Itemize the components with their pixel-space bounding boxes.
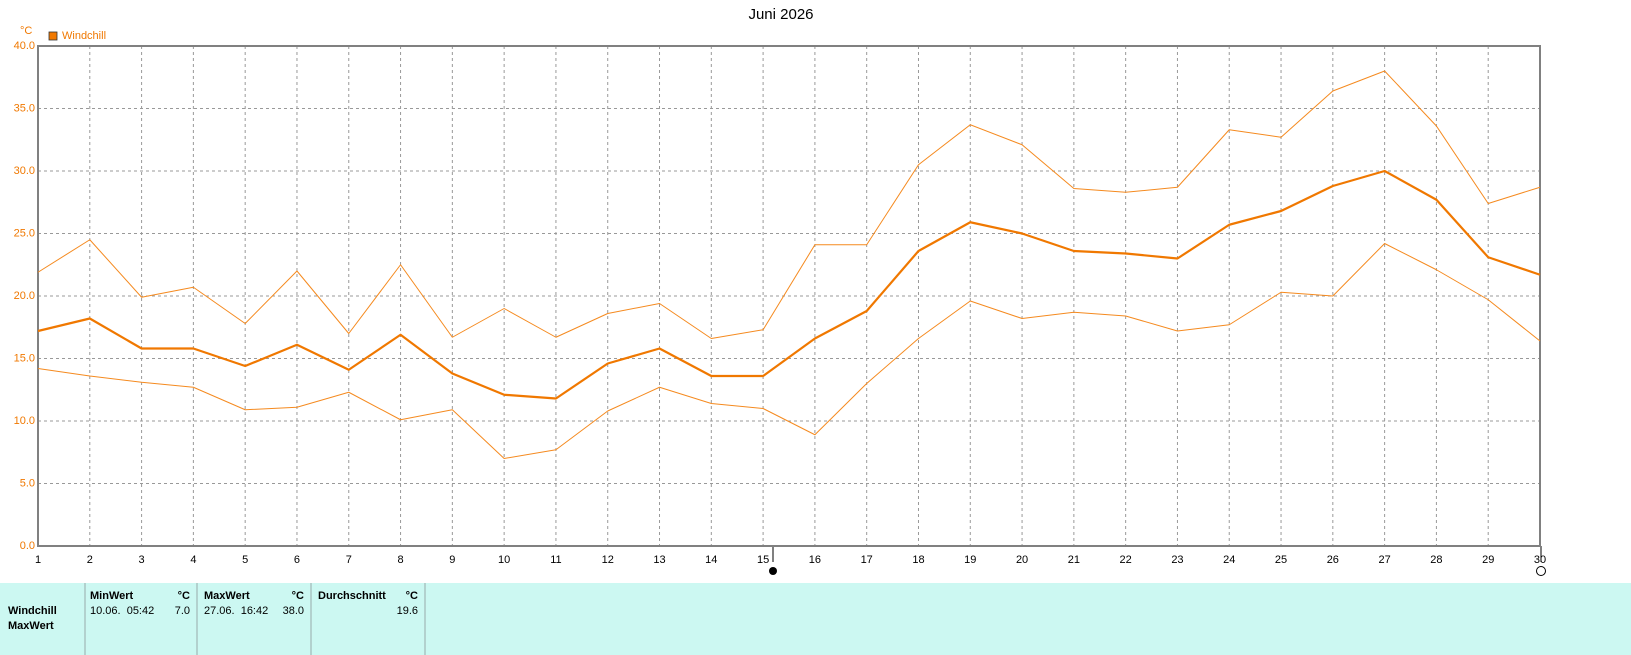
x-tick-label: 22 <box>1120 554 1132 566</box>
y-tick-label: 15.0 <box>14 352 35 364</box>
x-tick-label: 1 <box>35 554 41 566</box>
row-label: MaxWert <box>8 620 54 632</box>
x-tick-label: 6 <box>294 554 300 566</box>
y-tick-label: 35.0 <box>14 102 35 114</box>
table-cell: 10.06. 05:42 <box>90 605 154 617</box>
x-tick-label: 4 <box>190 554 196 566</box>
table-cell: 38.0 <box>283 605 304 617</box>
x-tick-label: 19 <box>964 554 976 566</box>
table-header: MaxWert <box>204 590 250 602</box>
marker <box>1536 566 1546 576</box>
x-tick-label: 7 <box>346 554 352 566</box>
table-background <box>0 583 1631 655</box>
y-tick-label: 5.0 <box>20 477 35 489</box>
chart-title: Juni 2026 <box>748 6 813 23</box>
table-cell: 7.0 <box>175 605 190 617</box>
x-tick-label: 24 <box>1223 554 1235 566</box>
x-tick-label: 30 <box>1534 554 1546 566</box>
x-tick-label: 25 <box>1275 554 1287 566</box>
y-tick-label: 20.0 <box>14 290 35 302</box>
x-tick-label: 14 <box>705 554 717 566</box>
y-tick-label: 30.0 <box>14 165 35 177</box>
y-tick-label: 10.0 <box>14 415 35 427</box>
table-header: °C <box>292 590 304 602</box>
x-tick-label: 3 <box>139 554 145 566</box>
x-tick-label: 12 <box>602 554 614 566</box>
x-tick-label: 10 <box>498 554 510 566</box>
y-tick-label: 25.0 <box>14 227 35 239</box>
x-tick-label: 8 <box>397 554 403 566</box>
table-cell: 27.06. 16:42 <box>204 605 268 617</box>
x-tick-label: 5 <box>242 554 248 566</box>
series-line <box>37 243 1541 459</box>
x-tick-label: 26 <box>1327 554 1339 566</box>
table-header: MinWert <box>90 590 134 602</box>
x-tick-label: 15 <box>757 554 769 566</box>
x-tick-label: 28 <box>1430 554 1442 566</box>
x-tick-label: 29 <box>1482 554 1494 566</box>
table-header: Durchschnitt <box>318 590 386 602</box>
table-cell: 19.6 <box>397 605 418 617</box>
y-unit: °C <box>20 25 32 37</box>
row-label: Windchill <box>8 605 57 617</box>
series-line <box>37 70 1541 339</box>
x-tick-label: 21 <box>1068 554 1080 566</box>
x-tick-label: 11 <box>550 554 561 566</box>
x-tick-label: 23 <box>1171 554 1183 566</box>
legend-swatch <box>48 31 58 41</box>
table-header: °C <box>178 590 190 602</box>
table-header: °C <box>406 590 418 602</box>
plot-frame <box>37 45 1541 547</box>
series-line <box>37 169 1541 400</box>
x-tick-label: 17 <box>861 554 873 566</box>
x-tick-label: 20 <box>1016 554 1028 566</box>
y-tick-label: 0.0 <box>20 540 35 552</box>
x-tick-label: 13 <box>653 554 665 566</box>
x-tick-label: 27 <box>1378 554 1390 566</box>
x-tick-label: 2 <box>87 554 93 566</box>
marker <box>769 567 777 575</box>
y-tick-label: 40.0 <box>14 40 35 52</box>
x-tick-label: 18 <box>912 554 924 566</box>
legend-label: Windchill <box>62 30 106 42</box>
x-tick-label: 9 <box>449 554 455 566</box>
x-tick-label: 16 <box>809 554 821 566</box>
